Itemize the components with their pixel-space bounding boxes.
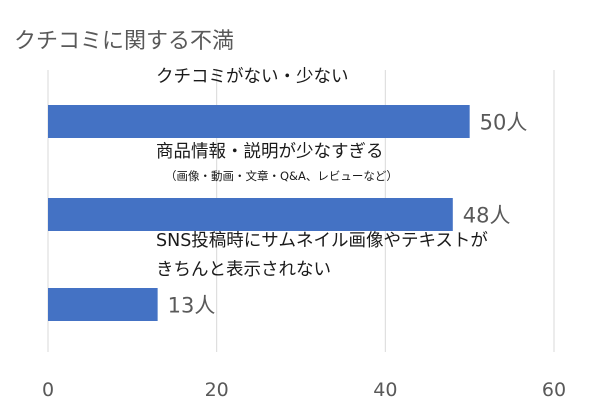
category-label-1-line-1: クチコミがない・少ない: [156, 67, 349, 87]
bar-2: [48, 198, 453, 231]
bar-3: [48, 288, 158, 321]
value-labels: 50人 48人 13人: [168, 111, 528, 318]
value-label-3: 13人: [168, 294, 216, 318]
category-label-3-line-2: きちんと表示されない: [156, 260, 331, 280]
value-label-1: 50人: [480, 111, 528, 135]
x-tick-label-40: 40: [373, 379, 397, 401]
x-tick-label-20: 20: [205, 379, 229, 401]
x-axis-ticks: 0 20 40 60: [42, 379, 566, 401]
category-sublabel-2: （画像・動画・文章・Q&A、レビューなど）: [165, 169, 398, 183]
x-tick-label-0: 0: [42, 379, 54, 401]
bars: [48, 105, 470, 321]
value-label-2: 48人: [463, 204, 511, 228]
category-label-3-line-1: SNS投稿時にサムネイル画像やテキストが: [156, 231, 488, 251]
x-tick-label-60: 60: [542, 379, 566, 401]
bar-1: [48, 105, 470, 138]
chart-title: クチコミに関する不満: [14, 29, 234, 54]
category-label-2-line-1: 商品情報・説明が少なすぎる: [156, 142, 384, 162]
